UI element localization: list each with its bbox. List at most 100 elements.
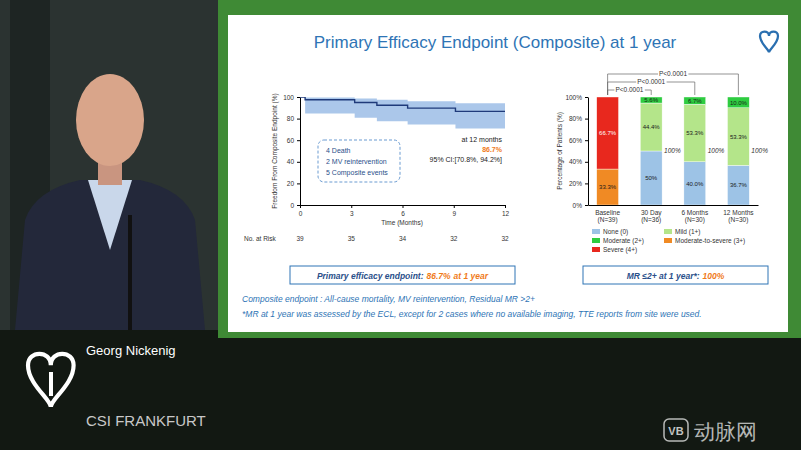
slide-title: Primary Efficacy Endpoint (Composite) at… (314, 33, 677, 52)
data-label: 50% (645, 175, 658, 181)
axis-line (589, 205, 759, 206)
tick-mark (297, 140, 300, 141)
tick: 100 (283, 94, 300, 101)
summary-part: 86.7% (427, 271, 452, 281)
data-label: 5.6% (644, 97, 658, 103)
risk-count: 32 (450, 235, 458, 242)
summary-part: at 1 year (454, 271, 489, 281)
tick: 0 (290, 202, 300, 209)
legend-swatch (664, 229, 672, 234)
speaker (10, 0, 205, 330)
tick-mark (585, 119, 588, 120)
data-label: 66.7% (599, 130, 617, 136)
legend-entry: Moderate-to-severe (3+) (675, 237, 745, 245)
tick-label-line: (N=30) (685, 216, 705, 224)
tick-mark (351, 205, 352, 208)
summary-part: Primary efficacy endpoint: (317, 271, 424, 281)
bar-segment (684, 162, 706, 205)
tick: 80 (287, 115, 300, 122)
risk-count: 35 (348, 235, 356, 242)
total-label: 100% (751, 147, 768, 154)
tick-label: 40 (287, 158, 295, 165)
head (76, 74, 144, 166)
tick-mark (454, 205, 455, 208)
annotation-estimate: 86.7% (482, 146, 503, 153)
bar-segment (640, 103, 662, 151)
risk-count: 32 (501, 235, 509, 242)
tick: 6 (401, 205, 405, 217)
tick-label: 0% (573, 202, 583, 209)
data-label: 53.3% (686, 130, 704, 136)
tick: 100% (565, 94, 588, 101)
plot-area (300, 97, 505, 129)
tick-mark (297, 162, 300, 163)
y-axis-title: Freedom From Composite Endpoint (%) (271, 93, 279, 208)
tick-label-line: 12 Months (723, 209, 754, 216)
risk-count: 34 (399, 235, 407, 242)
risk-table-label: No. at Risk (244, 235, 277, 242)
summary-box (290, 266, 515, 284)
bar-segment (684, 104, 706, 162)
tick-label: 60 (287, 137, 295, 144)
x-axis: 036912 (299, 205, 510, 217)
total-label: 100% (708, 147, 725, 154)
tick-label: 100% (565, 94, 582, 101)
legend-swatch (664, 238, 672, 243)
data-label: 44.4% (643, 124, 661, 130)
legend-entry: Moderate (2+) (603, 237, 644, 245)
tick: Baseline(N=39) (595, 205, 620, 224)
legend-entry: Severe (4+) (603, 246, 637, 254)
tick-label: Baseline(N=39) (595, 209, 620, 225)
tick-label: 100 (283, 94, 294, 101)
microphone (128, 215, 132, 330)
tick: 20% (569, 180, 588, 187)
bar-segment (727, 97, 749, 108)
tick-mark (297, 205, 300, 206)
y-axis: 0%20%40%60%80%100% (565, 94, 588, 209)
tick-label: 3 (350, 210, 354, 217)
y-axis-title: Percentage of Patients (%) (556, 112, 564, 190)
bar-segment (597, 169, 619, 205)
event-count: 4 Death (326, 147, 351, 154)
csi-logo (28, 354, 74, 407)
slide-logo (760, 32, 778, 53)
summary-part: 100% (703, 271, 725, 281)
tick-mark (585, 140, 588, 141)
csi-logo-i (49, 372, 53, 396)
bar-segment (640, 151, 662, 205)
p-value: P<0.0001 (659, 70, 687, 77)
watermark: 动脉网 (694, 420, 757, 443)
watermark-logo-box (664, 419, 688, 441)
tick-label-line: 30 Day (641, 209, 662, 217)
plot-area (597, 97, 750, 205)
tick: 40% (569, 158, 588, 165)
summary-part: MR ≤2+ at 1 year*: (627, 271, 700, 281)
tick: 20 (287, 180, 300, 187)
tick-label: 20% (569, 180, 582, 187)
tick-label: 60% (569, 137, 582, 144)
footnote: *MR at 1 year was assessed by the ECL, e… (242, 309, 702, 319)
annotation-ci: 95% CI:[70.8%, 94.2%] (430, 156, 502, 164)
tick-label: 12 Months(N=30) (723, 209, 754, 225)
tick: 9 (452, 205, 456, 217)
tick-mark (403, 205, 404, 208)
tick-mark (297, 97, 300, 98)
risk-count: 39 (296, 235, 304, 242)
legend-entry: Mild (1+) (675, 228, 700, 236)
tick: 60% (569, 137, 588, 144)
data-label: 33.3% (599, 184, 617, 190)
data-label: 40.0% (686, 181, 704, 187)
survival-line (300, 97, 505, 111)
tick-label: 30 Day(N=36) (641, 209, 662, 225)
y-axis: 0 20 40 60 80 100 (283, 94, 300, 209)
annotation: at 12 months (462, 136, 503, 143)
data-label: 6.7% (688, 98, 702, 104)
tick-label: 6 Months(N=30) (681, 209, 708, 225)
tick-label: 6 (401, 210, 405, 217)
data-label: 10.0% (730, 100, 748, 106)
event-count: 2 MV reintervention (326, 158, 387, 165)
data-label: 36.7% (730, 182, 748, 188)
tick: 3 (350, 205, 354, 217)
tick-mark (297, 183, 300, 184)
tick-label: 12 (502, 210, 510, 217)
